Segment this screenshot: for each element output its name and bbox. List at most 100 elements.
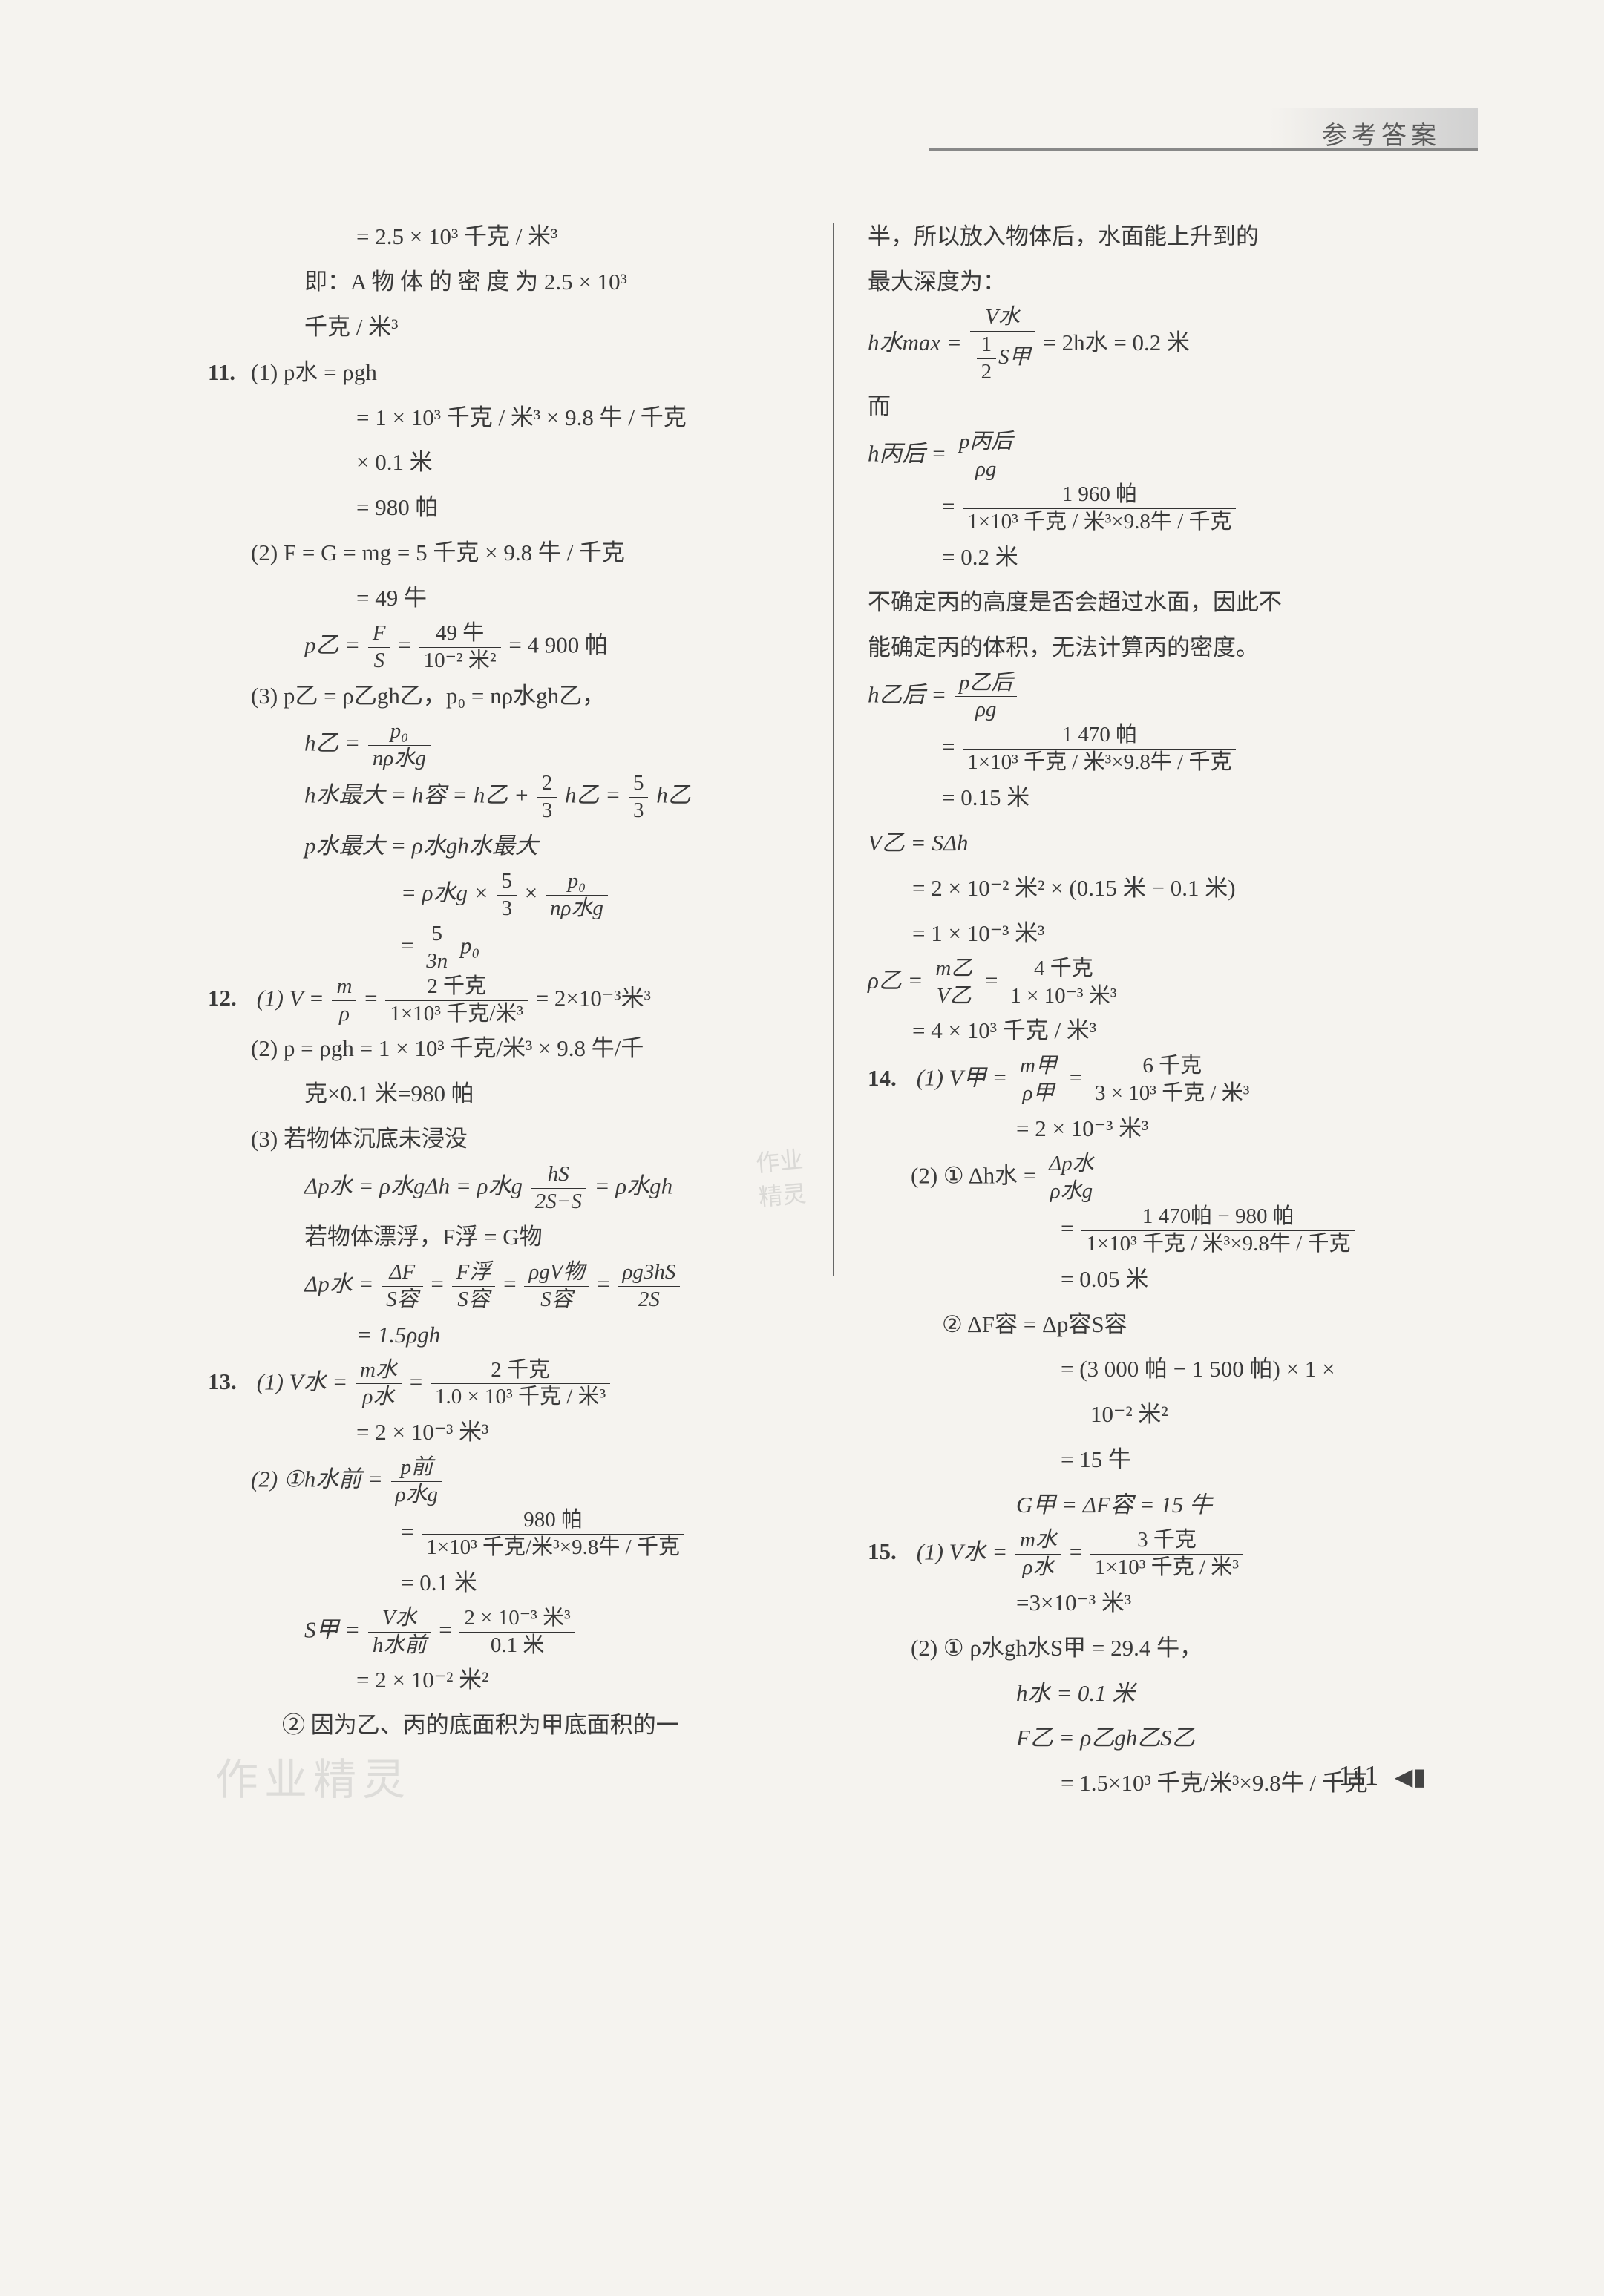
text-line: = 0.05 米 (868, 1258, 1470, 1302)
text-line: = 2 × 10⁻³ 米³ (208, 1411, 811, 1454)
text-line: = 1 × 10⁻³ 米³ (868, 912, 1470, 956)
fraction: 1 470 帕1×10³ 千克 / 米³×9.8牛 / 千克 (963, 724, 1236, 775)
fraction: m乙V乙 (931, 957, 977, 1008)
text-line: = 2 × 10⁻² 米² (208, 1659, 811, 1702)
text-line: F乙 = ρ乙gh乙S乙 (868, 1716, 1470, 1760)
text: (2) ① Δh水 = (911, 1163, 1042, 1189)
fraction: p丙后ρg (955, 430, 1018, 482)
fraction: hS2S−S (531, 1163, 586, 1214)
text-line: 千克 / 米³ (208, 306, 811, 350)
formula-line: = 980 帕1×10³ 千克/米³×9.8牛 / 千克 (208, 1509, 811, 1560)
text-line: = 49 牛 (208, 577, 811, 620)
fraction: 1 960 帕1×10³ 千克 / 米³×9.8牛 / 千克 (963, 483, 1236, 534)
text-line: =3×10⁻³ 米³ (868, 1581, 1470, 1625)
formula-line: h水max = V水 12S甲 = 2h水 = 0.2 米 (868, 306, 1470, 384)
formula-line: p乙 = FS = 49 牛10⁻² 米² = 4 900 帕 (208, 622, 811, 673)
formula-line: ρ乙 = m乙V乙 = 4 千克1 × 10⁻³ 米³ (868, 957, 1470, 1008)
text-line: = 0.15 米 (868, 776, 1470, 820)
right-column: 半，所以放入物体后，水面能上升到的 最大深度为： h水max = V水 12S甲… (834, 215, 1470, 1807)
text-line: (2) ① ρ水gh水S甲 = 29.4 牛， (868, 1627, 1470, 1670)
text-line: 即：A 物 体 的 密 度 为 2.5 × 10³ (208, 260, 811, 304)
text: = (398, 632, 416, 658)
formula-line: = 53n p₀ (208, 922, 811, 974)
formula-line: = 1 470 帕1×10³ 千克 / 米³×9.8牛 / 千克 (868, 724, 1470, 775)
fraction: FS (368, 622, 390, 673)
fraction: m水ρ水 (356, 1359, 402, 1410)
fraction: 23 (537, 772, 557, 823)
text-line: = 15 牛 (868, 1438, 1470, 1482)
formula-line: (2) ① Δh水 = Δp水ρ水g (868, 1152, 1470, 1204)
formula-line: Δp水 = ρ水gΔh = ρ水g hS2S−S = ρ水gh (208, 1163, 811, 1214)
text-line: 克×0.1 米=980 帕 (208, 1072, 811, 1116)
fraction: mρ (332, 975, 356, 1026)
fraction: 53 (497, 870, 517, 921)
text: = 4 900 帕 (508, 632, 608, 658)
fraction: 53n (422, 922, 452, 974)
fraction: V水h水前 (368, 1607, 431, 1658)
fraction: 4 千克1 × 10⁻³ 米³ (1006, 957, 1121, 1008)
question-11: 11.(1) p水 = ρgh (208, 351, 811, 395)
fraction: V水 12S甲 (970, 306, 1035, 384)
text-line: p水最大 = ρ水gh水最大 (208, 824, 811, 868)
page-num-text: 111 (1338, 1760, 1378, 1791)
q-num: 15. (868, 1530, 911, 1574)
text-line: G甲 = ΔF容 = 15 牛 (868, 1483, 1470, 1527)
text: h乙后 = (868, 681, 952, 707)
left-column: = 2.5 × 10³ 千克 / 米³ 即：A 物 体 的 密 度 为 2.5 … (208, 215, 833, 1807)
text: = (942, 734, 960, 760)
text: h水最大 = h容 = h乙 + (304, 782, 535, 808)
fraction: ρg3hS2S (618, 1261, 680, 1312)
text-line: 10⁻² 米² (868, 1393, 1470, 1437)
formula-line: S甲 = V水h水前 = 2 × 10⁻³ 米³0.1 米 (208, 1607, 811, 1658)
question-14: 14. (1) V甲 = m甲ρ甲 = 6 千克3 × 10³ 千克 / 米³ (868, 1054, 1470, 1106)
text-line: = (3 000 帕 − 1 500 帕) × 1 × (868, 1348, 1470, 1391)
fraction: p乙后ρg (955, 672, 1018, 723)
fraction: Δp水ρ水g (1044, 1152, 1099, 1204)
fraction: ΔFS容 (382, 1261, 423, 1312)
text-line: × 0.1 米 (208, 441, 811, 485)
text: h乙 = (304, 729, 366, 755)
text: Δp水 = (304, 1270, 379, 1296)
text-line: = 1.5ρgh (208, 1313, 811, 1357)
text-line: (3) 若物体沉底未浸没 (208, 1118, 811, 1161)
text: h乙 = (565, 782, 626, 808)
text-line: = 0.2 米 (868, 536, 1470, 580)
fraction: 3 千克1×10³ 千克 / 米³ (1090, 1529, 1243, 1580)
formula-line: = 1 470帕 − 980 帕1×10³ 千克 / 米³×9.8牛 / 千克 (868, 1205, 1470, 1256)
text: (1) V甲 = (917, 1065, 1013, 1091)
text: S甲 = (304, 1616, 366, 1642)
text-line: 不确定丙的高度是否会超过水面，因此不 (868, 581, 1470, 625)
text: p乙 = (304, 632, 366, 658)
text: = ρ水g × (401, 880, 494, 906)
text-line: 最大深度为： (868, 260, 1470, 304)
fraction: m甲ρ甲 (1015, 1054, 1061, 1106)
text: (1) p水 = ρgh (251, 359, 377, 385)
text: = (985, 967, 1004, 993)
fraction: m水ρ水 (1015, 1529, 1061, 1580)
page-container: 参考答案 = 2.5 × 10³ 千克 / 米³ 即：A 物 体 的 密 度 为… (0, 0, 1604, 1881)
text: × (525, 880, 543, 906)
text-line: (2) p = ρgh = 1 × 10³ 千克/米³ × 9.8 牛/千 (208, 1027, 811, 1071)
text-line: ② 因为乙、丙的底面积为甲底面积的一 (208, 1704, 811, 1748)
text: = (1061, 1215, 1079, 1241)
text-line: h水 = 0.1 米 (868, 1672, 1470, 1716)
q-num: 13. (208, 1360, 251, 1404)
text: = (942, 493, 960, 519)
formula-line: (2) ①h水前 = p前ρ水g (208, 1456, 811, 1507)
formula-line: = ρ水g × 53 × p₀nρ水g (208, 870, 811, 921)
header-title: 参考答案 (1322, 115, 1441, 151)
page-number: 111 ◀▮ (1338, 1759, 1426, 1792)
text: = (1070, 1538, 1088, 1564)
text-line: 半，所以放入物体后，水面能上升到的 (868, 215, 1470, 259)
fraction: p前ρ水g (391, 1456, 442, 1507)
text-line: = 980 帕 (208, 486, 811, 530)
formula-line: Δp水 = ΔFS容 = F浮S容 = ρgV物S容 = ρg3hS2S (208, 1261, 811, 1312)
text: = (597, 1270, 615, 1296)
text: = ρ水gh (595, 1173, 673, 1199)
text: p₀ (460, 932, 479, 958)
text: = (439, 1616, 457, 1642)
q-num: 12. (208, 977, 251, 1020)
text-line: 而 (868, 385, 1470, 429)
watermark-footer: 作业精灵 (215, 1745, 411, 1807)
text: (2) ①h水前 = (251, 1466, 389, 1492)
